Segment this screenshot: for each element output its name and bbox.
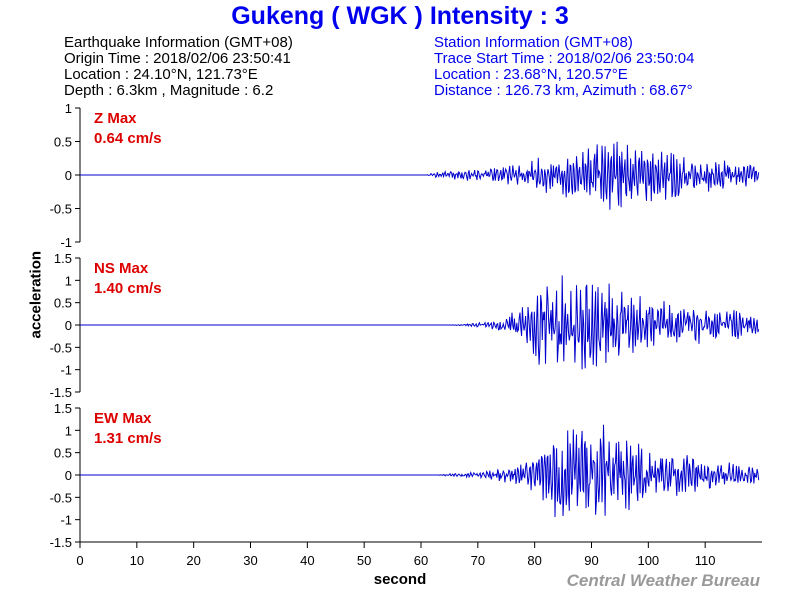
x-tick-label: 70 — [471, 553, 485, 568]
earthquake-info: Earthquake Information (GMT+08) Origin T… — [64, 35, 293, 99]
y-axis-label: acceleration — [27, 250, 45, 339]
y-tick-label: 0 — [65, 168, 72, 183]
x-tick-label: 90 — [584, 553, 598, 568]
x-tick-label: 10 — [130, 553, 144, 568]
y-tick-label: 0 — [65, 468, 72, 483]
panel-ew: 1.5 1 0.5 0 -0.5 -1 -1.5 EW Max 1.31 cm/s — [50, 401, 760, 550]
x-tick-label: 80 — [527, 553, 541, 568]
max-component-label: EW Max — [94, 410, 152, 427]
trace-line-z — [80, 141, 760, 210]
x-tick-label: 40 — [300, 553, 314, 568]
y-tick-label: -0.5 — [50, 340, 72, 355]
y-tick-label: 0.5 — [54, 296, 72, 311]
y-tick-label: 1 — [65, 273, 72, 288]
credit-text: Central Weather Bureau — [566, 571, 760, 590]
x-tick-label: 20 — [186, 553, 200, 568]
max-value-label: 1.40 cm/s — [94, 280, 162, 297]
y-tick-label: -0.5 — [50, 202, 72, 217]
depth-magnitude: Depth : 6.3km , Magnitude : 6.2 — [64, 82, 274, 99]
x-tick-label: 50 — [357, 553, 371, 568]
station-info-header: Station Information (GMT+08) — [434, 34, 633, 51]
y-tick-label: 1 — [65, 101, 72, 116]
y-tick-label: -1.5 — [50, 385, 72, 400]
y-tick-label: 0.5 — [54, 135, 72, 150]
y-tick-label: -1.5 — [50, 535, 72, 550]
trace-line-ew — [80, 424, 760, 518]
station-info: Station Information (GMT+08) Trace Start… — [434, 35, 694, 99]
y-tick-label: 1 — [65, 423, 72, 438]
trace-line-ns — [80, 275, 760, 370]
distance-azimuth: Distance : 126.73 km, Azimuth : 68.67° — [434, 82, 693, 99]
y-tick-label: 0 — [65, 318, 72, 333]
y-tick-label: 1.5 — [54, 251, 72, 266]
max-component-label: NS Max — [94, 260, 149, 277]
x-tick-label: 100 — [637, 553, 659, 568]
earthquake-info-header: Earthquake Information (GMT+08) — [64, 34, 293, 51]
trace-start-time: Trace Start Time : 2018/02/06 23:50:04 — [434, 50, 695, 67]
epicenter-location: Location : 24.10°N, 121.73°E — [64, 66, 258, 83]
y-tick-label: 1.5 — [54, 401, 72, 416]
x-axis-label: second — [373, 571, 427, 588]
panel-z: 1 0.5 0 -0.5 -1 Z Max 0.64 cm/s — [50, 101, 760, 250]
x-tick-label: 60 — [414, 553, 428, 568]
y-tick-label: -1 — [60, 235, 72, 250]
y-tick-label: -0.5 — [50, 490, 72, 505]
y-tick-label: 0.5 — [54, 446, 72, 461]
x-tick-label: 0 — [76, 553, 83, 568]
panel-ns: 1.5 1 0.5 0 -0.5 -1 -1.5 NS Max 1.40 cm/s — [50, 251, 760, 400]
chart-title: Gukeng ( WGK ) Intensity : 3 — [231, 2, 569, 30]
x-tick-label: 110 — [695, 553, 716, 568]
max-component-label: Z Max — [94, 110, 137, 127]
x-tick-label: 30 — [243, 553, 257, 568]
max-value-label: 1.31 cm/s — [94, 430, 162, 447]
origin-time: Origin Time : 2018/02/06 23:50:41 — [64, 50, 291, 67]
y-tick-label: -1 — [60, 513, 72, 528]
max-value-label: 0.64 cm/s — [94, 130, 162, 147]
station-location: Location : 23.68°N, 120.57°E — [434, 66, 628, 83]
y-tick-label: -1 — [60, 363, 72, 378]
x-axis: 0 10 20 30 40 50 60 70 80 90 100 110 — [76, 541, 762, 568]
